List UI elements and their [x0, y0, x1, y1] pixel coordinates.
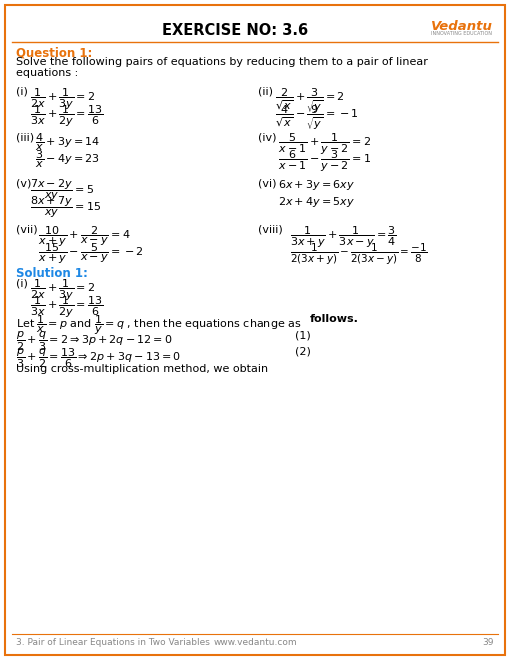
- Text: $2x+4y=5xy$: $2x+4y=5xy$: [277, 195, 354, 209]
- Text: equations :: equations :: [16, 68, 78, 78]
- Text: (i): (i): [16, 278, 28, 288]
- Text: EXERCISE NO: 3.6: EXERCISE NO: 3.6: [162, 23, 307, 38]
- Text: (1): (1): [294, 330, 310, 340]
- Text: (2): (2): [294, 347, 310, 357]
- Text: (viii): (viii): [258, 225, 282, 235]
- Text: Question 1:: Question 1:: [16, 47, 92, 60]
- Text: $\dfrac{3}{x}-4y=23$: $\dfrac{3}{x}-4y=23$: [35, 149, 100, 170]
- Text: $\dfrac{5}{x-1}+\dfrac{1}{y-2}=2$: $\dfrac{5}{x-1}+\dfrac{1}{y-2}=2$: [277, 132, 370, 158]
- Text: $\dfrac{6}{x-1}-\dfrac{3}{y-2}=1$: $\dfrac{6}{x-1}-\dfrac{3}{y-2}=1$: [277, 149, 370, 174]
- Text: $\dfrac{1}{3x+y}+\dfrac{1}{3x-y}=\dfrac{3}{4}$: $\dfrac{1}{3x+y}+\dfrac{1}{3x-y}=\dfrac{…: [290, 225, 396, 251]
- Text: $\dfrac{8x+7y}{xy}=15$: $\dfrac{8x+7y}{xy}=15$: [30, 195, 101, 220]
- Text: $\dfrac{1}{3x}+\dfrac{1}{2y}=\dfrac{13}{6}$: $\dfrac{1}{3x}+\dfrac{1}{2y}=\dfrac{13}{…: [30, 104, 103, 129]
- Text: (iii): (iii): [16, 132, 34, 142]
- Text: (iv): (iv): [258, 132, 276, 142]
- Text: $\dfrac{1}{3x}+\dfrac{1}{2y}=\dfrac{13}{6}$: $\dfrac{1}{3x}+\dfrac{1}{2y}=\dfrac{13}{…: [30, 295, 103, 321]
- Text: Using cross-multiplication method, we obtain: Using cross-multiplication method, we ob…: [16, 364, 268, 374]
- Text: (vi): (vi): [258, 178, 276, 188]
- Text: Solve the following pairs of equations by reducing them to a pair of linear: Solve the following pairs of equations b…: [16, 57, 427, 67]
- Text: 39: 39: [482, 638, 493, 647]
- Text: Vedantu: Vedantu: [430, 20, 492, 33]
- Text: $\dfrac{7x-2y}{xy}=5$: $\dfrac{7x-2y}{xy}=5$: [30, 178, 94, 203]
- Text: $\dfrac{p}{2}+\dfrac{q}{3}=2\Rightarrow3p+2q-12=0$: $\dfrac{p}{2}+\dfrac{q}{3}=2\Rightarrow3…: [16, 330, 173, 354]
- Text: $\dfrac{4}{x}+3y=14$: $\dfrac{4}{x}+3y=14$: [35, 132, 100, 154]
- Text: Let $\dfrac{1}{x}=p$ and $\dfrac{1}{y}=q$ , then the equations change as: Let $\dfrac{1}{x}=p$ and $\dfrac{1}{y}=q…: [16, 314, 301, 337]
- Text: $\dfrac{2}{\sqrt{x}}+\dfrac{3}{\sqrt{y}}=2$: $\dfrac{2}{\sqrt{x}}+\dfrac{3}{\sqrt{y}}…: [274, 87, 344, 116]
- Text: (v): (v): [16, 178, 32, 188]
- Text: Solution 1:: Solution 1:: [16, 267, 88, 280]
- Text: $\dfrac{4}{\sqrt{x}}-\dfrac{9}{\sqrt{y}}=-1$: $\dfrac{4}{\sqrt{x}}-\dfrac{9}{\sqrt{y}}…: [274, 104, 358, 132]
- Text: $\dfrac{1}{2x}+\dfrac{1}{3y}=2$: $\dfrac{1}{2x}+\dfrac{1}{3y}=2$: [30, 278, 95, 304]
- Text: INNOVATING EDUCATION: INNOVATING EDUCATION: [431, 31, 492, 36]
- Text: (i): (i): [16, 87, 28, 97]
- Text: (ii): (ii): [258, 87, 272, 97]
- Text: $\dfrac{p}{3}+\dfrac{q}{2}=\dfrac{13}{6}\Rightarrow2p+3q-13=0$: $\dfrac{p}{3}+\dfrac{q}{2}=\dfrac{13}{6}…: [16, 347, 181, 370]
- Text: $\dfrac{15}{x+y}-\dfrac{5}{x-y}=-2$: $\dfrac{15}{x+y}-\dfrac{5}{x-y}=-2$: [38, 242, 144, 267]
- Text: $6x+3y=6xy$: $6x+3y=6xy$: [277, 178, 354, 192]
- Text: (vii): (vii): [16, 225, 38, 235]
- Text: follows.: follows.: [309, 314, 358, 324]
- Text: $\dfrac{1}{2x}+\dfrac{1}{3y}=2$: $\dfrac{1}{2x}+\dfrac{1}{3y}=2$: [30, 87, 95, 112]
- Text: 3. Pair of Linear Equations in Two Variables: 3. Pair of Linear Equations in Two Varia…: [16, 638, 210, 647]
- Text: $\dfrac{1}{2(3x+y)}-\dfrac{1}{2(3x-y)}=\dfrac{-1}{8}$: $\dfrac{1}{2(3x+y)}-\dfrac{1}{2(3x-y)}=\…: [290, 242, 427, 267]
- Text: www.vedantu.com: www.vedantu.com: [213, 638, 296, 647]
- Text: $\dfrac{10}{x+y}+\dfrac{2}{x-y}=4$: $\dfrac{10}{x+y}+\dfrac{2}{x-y}=4$: [38, 225, 130, 249]
